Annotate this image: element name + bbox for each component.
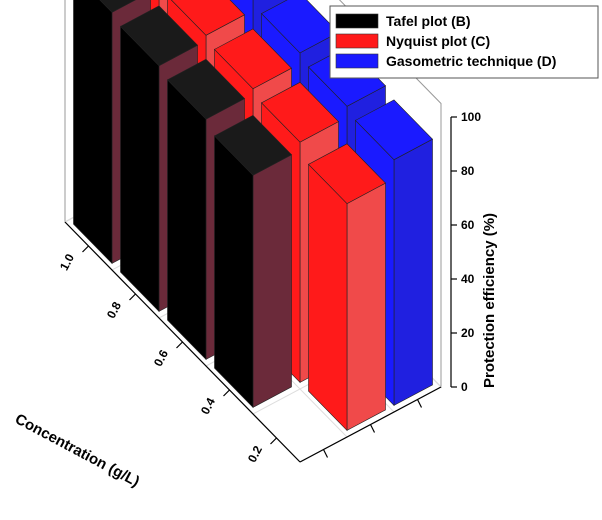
z-tick-label: 20 <box>461 326 475 340</box>
bar-side-face <box>252 154 292 408</box>
z-tick-label: 80 <box>461 164 475 178</box>
bar-tafel-plot-b--0.4 <box>214 115 292 409</box>
x-tick <box>270 437 277 445</box>
series-tick <box>322 449 329 458</box>
bar-top-face <box>120 5 198 67</box>
x-tick <box>176 341 183 349</box>
legend: Tafel plot (B) Nyquist plot (C) Gasometric… <box>329 5 599 79</box>
x-tick-label: 1.0 <box>57 251 77 273</box>
x-tick-label: 0.2 <box>245 443 265 465</box>
series-tick <box>416 399 423 408</box>
bar-top-face <box>214 115 292 176</box>
bar-front-face <box>167 79 207 361</box>
series-tick <box>369 424 376 433</box>
bar-side-face <box>346 182 386 431</box>
bar-top-face <box>214 28 292 90</box>
bar-nyquist-plot-c--0.2 <box>308 143 386 432</box>
bar-top-face <box>355 99 433 161</box>
legend-swatch <box>335 33 379 49</box>
axes <box>64 116 457 463</box>
bar-front-face <box>214 135 254 409</box>
bars <box>73 0 433 432</box>
legend-label: Nyquist plot (C) <box>386 33 490 49</box>
z-tick-label: 100 <box>461 110 481 124</box>
legend-label: Gasometric technique (D) <box>386 53 556 69</box>
x-tick <box>223 389 230 397</box>
legend-swatch <box>335 53 379 69</box>
bar-top-face <box>261 81 339 143</box>
z-tick-label: 0 <box>461 380 468 394</box>
z-tick-label: 60 <box>461 218 475 232</box>
bar-side-face <box>393 138 433 406</box>
x-tick <box>82 245 89 253</box>
bar-top-face <box>99 0 136 13</box>
bar-front-face <box>308 163 348 432</box>
legend-swatch <box>335 13 379 29</box>
x-tick-label: 0.4 <box>198 395 218 417</box>
bar-top-face <box>261 0 339 54</box>
bar-front-face <box>120 25 160 313</box>
x-tick-label: 0.8 <box>104 299 124 321</box>
x-tick <box>129 293 136 301</box>
bar-top-face <box>170 0 245 36</box>
bar-top-face <box>167 58 245 120</box>
z-axis-label: Protection efficiency (%) <box>481 213 498 388</box>
x-tick-label: 0.6 <box>151 347 171 369</box>
bar-top-face <box>308 143 386 204</box>
x-axis-label: Concentration (g/L) <box>12 411 142 491</box>
z-tick-label: 40 <box>461 272 475 286</box>
legend-label: Tafel plot (B) <box>386 13 471 29</box>
bar-front-face <box>73 0 113 265</box>
